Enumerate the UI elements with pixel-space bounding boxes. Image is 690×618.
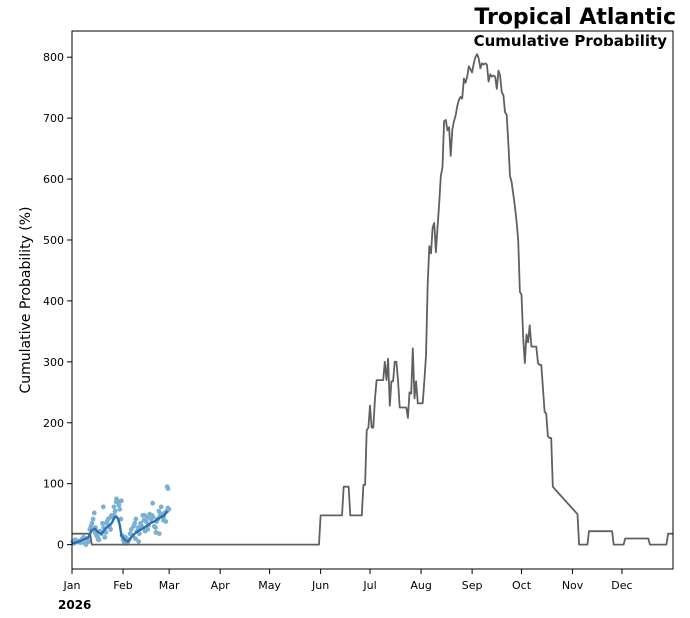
x-tick-label-jan: Jan [63,579,81,592]
x-tick-label-mar: Mar [159,579,180,592]
scatter-point [142,512,147,518]
x-tick-label-feb: Feb [113,579,132,592]
plot-frame [71,30,674,570]
y-tick-label: 300 [43,356,64,369]
y-tick-label: 100 [43,478,64,491]
scatter-point [89,520,95,526]
x-tick-label-jun: Jun [311,579,329,592]
scatter-point [160,517,166,523]
scatter-point [156,508,162,514]
scatter-point [86,539,92,544]
x-axis: Jan Feb Mar Apr May Jun Jul Aug Sep Oct Nov Dec [63,569,633,592]
observed-series-line [71,510,169,545]
scatter-point [116,502,122,508]
climatology-series-line [72,53,673,546]
x-tick-label-nov: Nov [562,579,584,592]
scatter-point [166,506,172,512]
x-tick-label-dec: Dec [611,579,632,592]
x-tick-label-apr: Apr [211,579,231,592]
y-tick-label: 400 [43,295,64,308]
x-tick-label-may: May [258,579,281,592]
scatter-point [111,504,117,510]
scatter-point [153,525,158,530]
x-tick-label-jul: Jul [362,579,376,592]
scatter-point [117,506,123,512]
x-tick-label-aug: Aug [410,579,431,592]
scatter-point [132,536,138,541]
plot-area [70,53,673,548]
scatter-point [133,516,139,522]
scatter-point [114,496,119,502]
y-tick-label: 600 [43,173,64,186]
scatter-point [118,516,124,522]
scatter-point [118,498,124,504]
chart-title: Tropical Atlantic [474,5,676,30]
y-tick-label: 700 [43,112,64,125]
scatter-point [91,510,97,516]
scatter-point [150,500,156,506]
x-tick-label-sep: Sep [462,579,483,592]
y-axis: 0 100 200 300 400 500 600 700 800 [43,51,72,552]
scatter-point [100,504,106,510]
scatter-point [95,537,101,543]
scatter-point [158,504,164,510]
scatter-point [132,520,138,526]
y-axis-title: Cumulative Probability (%) [18,206,34,393]
y-tick-label: 800 [43,51,64,64]
scatter-point [112,508,118,514]
scatter-point [104,520,109,526]
y-tick-label: 500 [43,234,64,247]
scatter-point [90,516,96,522]
y-tick-label: 0 [57,539,64,552]
scatter-point [165,486,171,491]
scatter-point [156,531,162,537]
scatter-point [102,534,108,540]
scatter-point [143,519,149,524]
x-tick-label-oct: Oct [512,579,532,592]
scatter-point [108,526,113,532]
scatter-point [145,526,151,532]
y-tick-label: 200 [43,417,64,430]
scatter-point [100,520,105,526]
scatter-point [150,514,156,520]
scatter-point [136,539,142,544]
chart-subtitle: Cumulative Probability [474,32,668,50]
year-label: 2026 [58,598,91,612]
